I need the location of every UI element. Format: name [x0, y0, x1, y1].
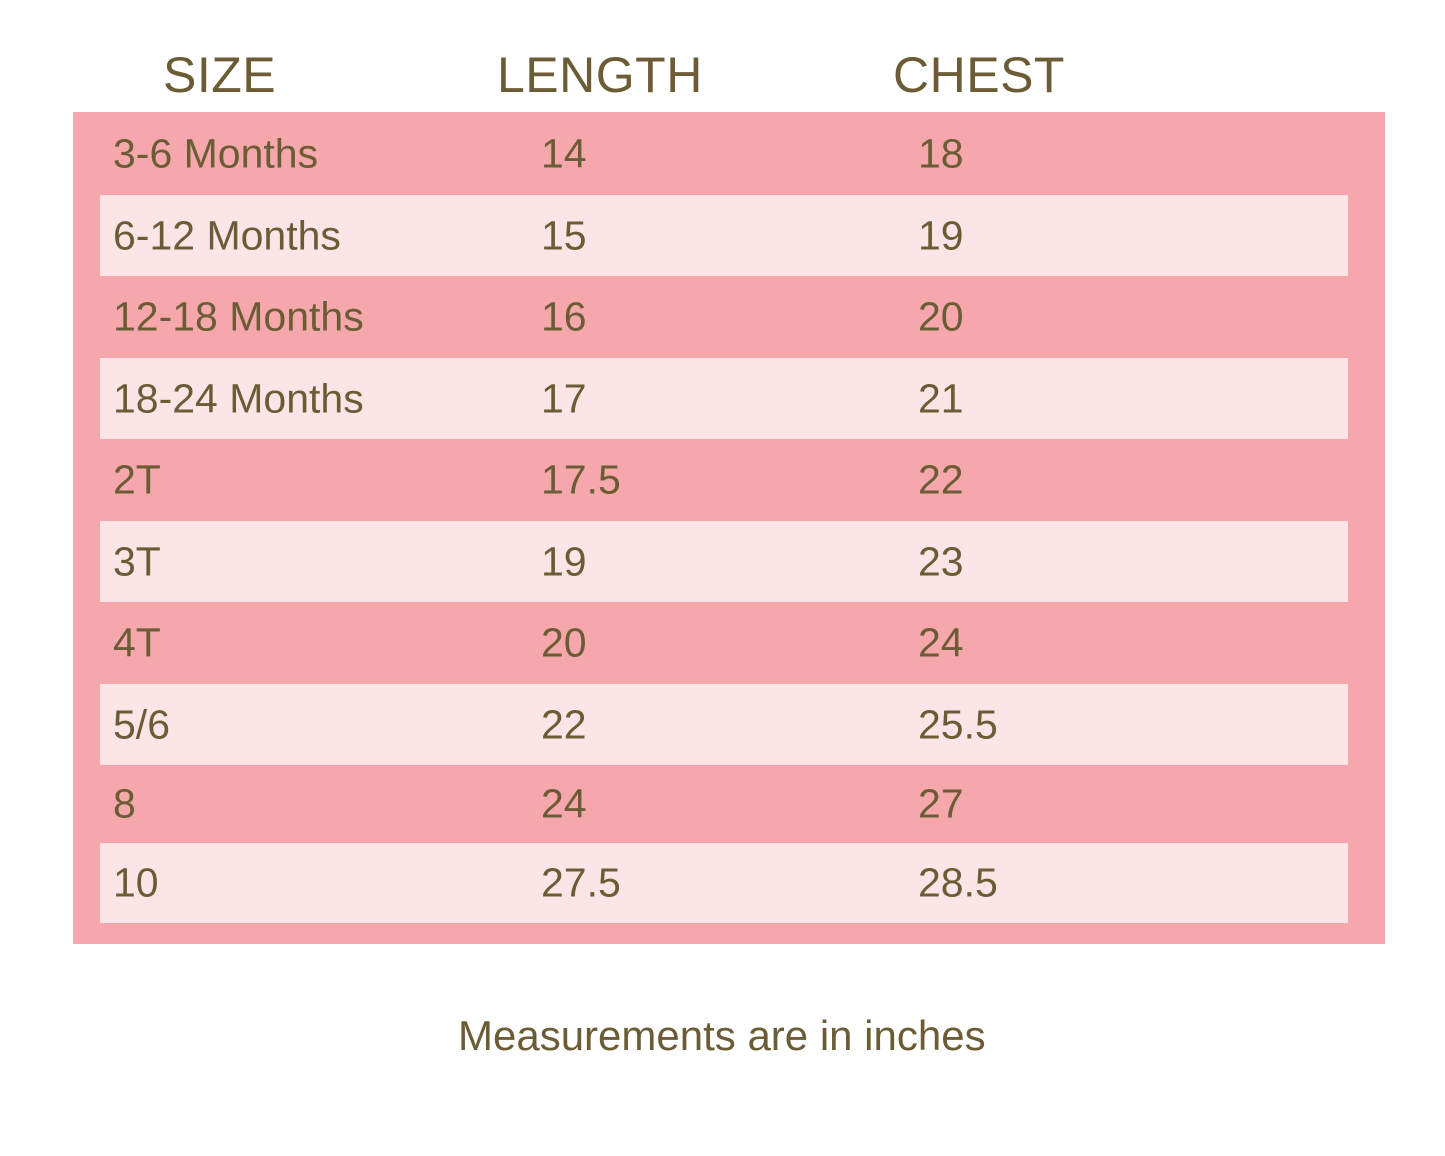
cell-chest: 18	[918, 130, 964, 176]
cell-chest: 27	[918, 780, 964, 827]
cell-chest: 20	[918, 293, 964, 340]
cell-size: 3T	[113, 538, 161, 584]
cell-length: 17.5	[541, 456, 621, 503]
table-row: 8 24 27	[73, 765, 1385, 843]
table-row: 3T 19 23	[73, 521, 1385, 602]
cell-size: 8	[113, 780, 136, 827]
table-row: 6-12 Months 15 19	[73, 195, 1385, 276]
cell-chest: 28.5	[918, 859, 998, 906]
header-chest: CHEST	[893, 47, 1065, 103]
row-band	[100, 358, 1348, 439]
table-row: 4T 20 24	[73, 602, 1385, 684]
row-band	[100, 684, 1348, 765]
cell-length: 14	[541, 130, 587, 176]
row-band	[100, 843, 1348, 923]
table-row: 18-24 Months 17 21	[73, 358, 1385, 439]
cell-length: 17	[541, 375, 587, 421]
size-chart-table: 3-6 Months 14 18 6-12 Months 15 19 12-18 Month…	[73, 112, 1385, 944]
table-row: 3-6 Months 14 18	[73, 112, 1385, 195]
cell-size: 12-18 Months	[113, 293, 364, 340]
header-size: SIZE	[163, 47, 277, 103]
cell-length: 15	[541, 212, 587, 258]
cell-size: 3-6 Months	[113, 130, 319, 176]
cell-chest: 25.5	[918, 701, 998, 747]
cell-length: 20	[541, 619, 587, 666]
cell-size: 10	[113, 859, 159, 906]
cell-size: 18-24 Months	[113, 375, 364, 421]
cell-chest: 21	[918, 375, 964, 421]
cell-size: 5/6	[113, 701, 170, 747]
table-row: 5/6 22 25.5	[73, 684, 1385, 765]
cell-chest: 22	[918, 456, 964, 503]
cell-length: 19	[541, 538, 587, 584]
cell-length: 24	[541, 780, 587, 827]
table-row: 10 27.5 28.5	[73, 843, 1385, 923]
table-row: 2T 17.5 22	[73, 439, 1385, 521]
table-row: 12-18 Months 16 20	[73, 276, 1385, 358]
footnote: Measurements are in inches	[458, 1012, 986, 1059]
cell-chest: 19	[918, 212, 964, 258]
row-band	[100, 521, 1348, 602]
cell-chest: 24	[918, 619, 964, 666]
cell-size: 2T	[113, 456, 161, 503]
cell-length: 27.5	[541, 859, 621, 906]
row-band	[100, 195, 1348, 276]
cell-length: 22	[541, 701, 587, 747]
cell-size: 6-12 Months	[113, 212, 341, 258]
cell-length: 16	[541, 293, 587, 340]
cell-size: 4T	[113, 619, 161, 666]
header-length: LENGTH	[497, 47, 703, 103]
cell-chest: 23	[918, 538, 964, 584]
